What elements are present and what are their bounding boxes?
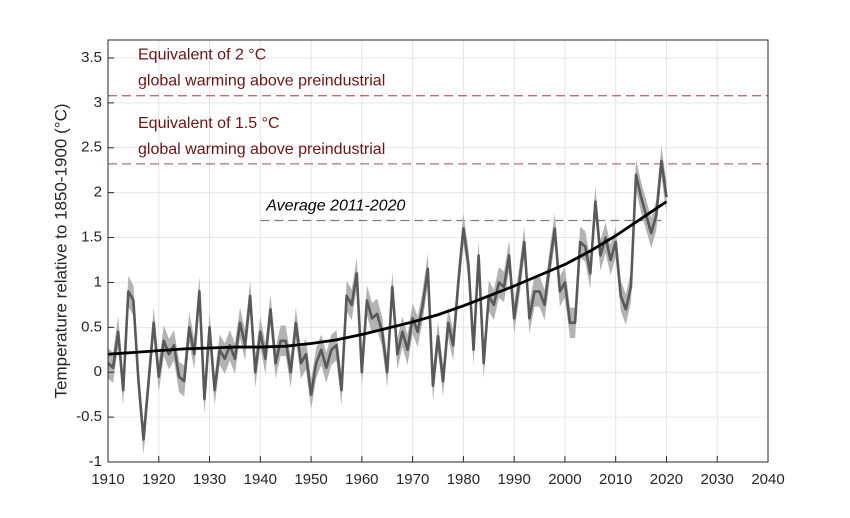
y-tick-label: 2 [94, 184, 102, 201]
x-tick-label: 1940 [244, 471, 277, 488]
y-tick-label: 2.5 [81, 139, 102, 156]
annotation: Average 2011-2020 [265, 197, 405, 214]
plot-frame [107, 39, 769, 463]
x-tick-label: 1950 [294, 471, 327, 488]
trend-line [107, 200, 668, 356]
y-tick-label: 3.5 [81, 49, 102, 66]
x-tick-label: 2010 [599, 471, 632, 488]
annotation: global warming above preindustrial [138, 73, 385, 90]
marks [107, 95, 768, 455]
y-tick-label: 1.5 [81, 229, 102, 246]
y-tick-label: -0.5 [76, 408, 102, 425]
y-tick-label: 1 [94, 273, 102, 290]
x-tick-label: 1970 [396, 471, 429, 488]
annual-line [107, 159, 668, 441]
x-tick-label: 2030 [701, 471, 734, 488]
plot-area [108, 40, 768, 462]
x-tick-label: 1990 [497, 471, 530, 488]
y-tick-label: 0 [94, 363, 102, 380]
x-tick-label: 2020 [650, 471, 683, 488]
annotation: global warming above preindustrial [138, 141, 385, 158]
y-tick-label: 0.5 [81, 318, 102, 335]
annotation: Equivalent of 2 °C [138, 47, 266, 64]
x-tick-label: 1980 [447, 471, 480, 488]
x-tick-label: 1910 [91, 471, 124, 488]
x-tick-label: 1930 [193, 471, 226, 488]
y-tick-label: -1 [89, 453, 102, 470]
x-tick-label: 1920 [142, 471, 175, 488]
y-tick-label: 3 [94, 94, 102, 111]
x-tick-label: 2040 [751, 471, 784, 488]
x-tick-label: 1960 [345, 471, 378, 488]
annotation: Equivalent of 1.5 °C [138, 115, 280, 132]
y-axis-label: Temperature relative to 1850-1900 (°C) [51, 103, 70, 398]
x-tick-label: 2000 [548, 471, 581, 488]
